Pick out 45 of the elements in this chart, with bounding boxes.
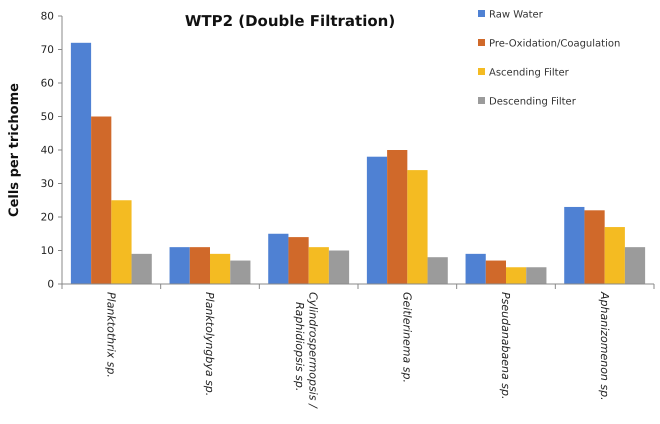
bar — [210, 254, 230, 284]
bar — [170, 247, 190, 284]
y-tick-label: 80 — [40, 10, 54, 23]
bar — [366, 156, 388, 284]
bar — [288, 237, 309, 284]
y-tick-label: 10 — [40, 245, 54, 258]
y-tick-label: 70 — [40, 44, 54, 56]
bar — [624, 247, 646, 284]
bar — [564, 206, 584, 284]
x-tick-label: Planktothrix sp. — [104, 292, 118, 378]
x-tick-label: Planktolyngbya sp. — [203, 292, 216, 396]
legend-label: Raw Water — [489, 10, 544, 20]
legend-label: Descending Filter — [489, 96, 577, 108]
y-tick-label: 20 — [40, 212, 54, 224]
bar — [91, 116, 112, 284]
bar — [328, 250, 350, 284]
bar — [190, 247, 210, 284]
bar — [308, 247, 329, 284]
bar — [111, 200, 132, 284]
legend-label: Ascending Filter — [489, 68, 570, 78]
y-tick-label: 30 — [40, 178, 54, 190]
y-tick-label: 40 — [40, 144, 54, 157]
x-tick-label: Aphanizomenon sp. — [598, 291, 611, 401]
bar — [132, 254, 152, 284]
x-tick-label: Geitlerinema sp. — [400, 292, 414, 383]
y-axis-title: Cells per trichome — [7, 82, 22, 217]
chart-title: WTP2 (Double Filtration) — [184, 12, 396, 30]
bar — [466, 254, 486, 284]
bar — [230, 260, 250, 284]
y-tick-label: 0 — [47, 278, 54, 291]
legend-label: Pre-Oxidation/Coagulation — [489, 38, 620, 50]
bar — [268, 234, 288, 284]
bar — [604, 227, 625, 284]
bar — [70, 42, 92, 284]
y-tick-label: 50 — [40, 111, 54, 124]
bar — [387, 150, 408, 284]
x-tick-label: Cylindrospermopsis / Raphidiopsis sp. — [293, 292, 320, 409]
bar — [486, 260, 506, 284]
bar — [526, 267, 546, 284]
x-tick-label: Pseudanabaena sp. — [499, 292, 512, 400]
bar — [428, 257, 448, 284]
y-tick-label: 60 — [40, 78, 54, 90]
bar — [506, 267, 526, 284]
bar — [407, 170, 428, 284]
bar — [584, 210, 605, 284]
